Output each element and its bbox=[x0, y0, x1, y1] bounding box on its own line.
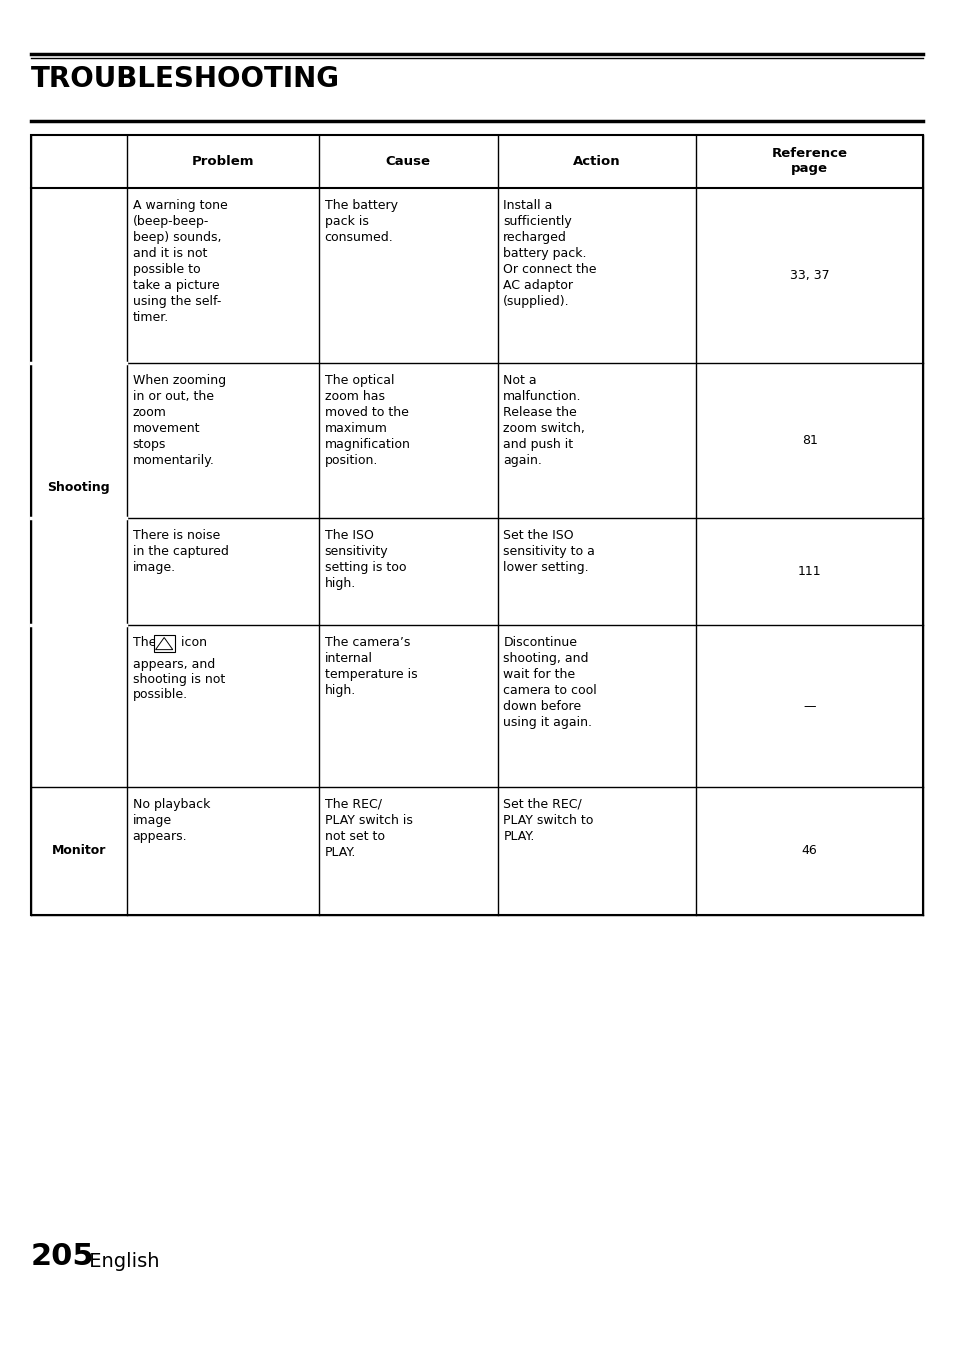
Text: The optical
zoom has
moved to the
maximum
magnification
position.: The optical zoom has moved to the maximu… bbox=[324, 374, 410, 467]
Text: A warning tone
(beep-beep-
beep) sounds,
and it is not
possible to
take a pictur: A warning tone (beep-beep- beep) sounds,… bbox=[132, 199, 227, 324]
Text: Set the REC/
PLAY switch to
PLAY.: Set the REC/ PLAY switch to PLAY. bbox=[503, 798, 593, 842]
Text: 205: 205 bbox=[30, 1241, 94, 1271]
Text: Monitor: Monitor bbox=[51, 845, 106, 857]
Text: Install a
sufficiently
recharged
battery pack.
Or connect the
AC adaptor
(suppli: Install a sufficiently recharged battery… bbox=[503, 199, 597, 308]
Bar bbox=[153, 635, 174, 652]
Text: Problem: Problem bbox=[192, 155, 253, 168]
Text: When zooming
in or out, the
zoom
movement
stops
momentarily.: When zooming in or out, the zoom movemen… bbox=[132, 374, 226, 467]
Text: Action: Action bbox=[572, 155, 619, 168]
Text: icon: icon bbox=[176, 636, 207, 650]
Text: The REC/
PLAY switch is
not set to
PLAY.: The REC/ PLAY switch is not set to PLAY. bbox=[324, 798, 412, 858]
Text: 111: 111 bbox=[797, 565, 821, 578]
Text: Discontinue
shooting, and
wait for the
camera to cool
down before
using it again: Discontinue shooting, and wait for the c… bbox=[503, 636, 597, 729]
Text: There is noise
in the captured
image.: There is noise in the captured image. bbox=[132, 529, 229, 573]
Text: The camera’s
internal
temperature is
high.: The camera’s internal temperature is hig… bbox=[324, 636, 416, 697]
Text: Shooting: Shooting bbox=[48, 482, 110, 494]
Text: 33, 37: 33, 37 bbox=[789, 269, 828, 282]
Text: The battery
pack is
consumed.: The battery pack is consumed. bbox=[324, 199, 397, 243]
Text: —: — bbox=[802, 699, 815, 713]
Text: TROUBLESHOOTING: TROUBLESHOOTING bbox=[30, 65, 339, 93]
Text: The ISO
sensitivity
setting is too
high.: The ISO sensitivity setting is too high. bbox=[324, 529, 406, 589]
Bar bbox=[30, 134, 923, 915]
Text: 46: 46 bbox=[801, 845, 817, 857]
Text: English: English bbox=[83, 1252, 159, 1271]
Text: Set the ISO
sensitivity to a
lower setting.: Set the ISO sensitivity to a lower setti… bbox=[503, 529, 595, 573]
Text: Reference
page: Reference page bbox=[771, 148, 846, 175]
Text: 81: 81 bbox=[801, 434, 817, 447]
Text: No playback
image
appears.: No playback image appears. bbox=[132, 798, 210, 842]
Text: appears, and
shooting is not
possible.: appears, and shooting is not possible. bbox=[132, 658, 225, 701]
Text: The: The bbox=[132, 636, 160, 650]
Text: Not a
malfunction.
Release the
zoom switch,
and push it
again.: Not a malfunction. Release the zoom swit… bbox=[503, 374, 584, 467]
Text: !: ! bbox=[163, 640, 166, 647]
Text: Cause: Cause bbox=[385, 155, 431, 168]
